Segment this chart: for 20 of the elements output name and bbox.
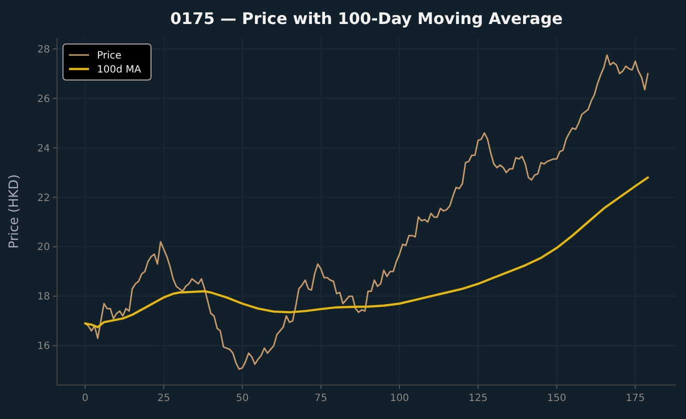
legend-label: Price [97, 50, 122, 62]
y-tick-label: 26 [37, 94, 50, 105]
x-tick-label: 150 [547, 393, 566, 404]
legend-label: 100d MA [97, 64, 142, 76]
x-tick-label: 25 [157, 393, 170, 404]
chart-title: 0175 — Price with 100-Day Moving Average [170, 9, 563, 28]
x-tick-label: 50 [236, 393, 249, 404]
line-series [84, 176, 649, 328]
y-tick-label: 24 [37, 143, 50, 154]
x-tick-label: 0 [82, 393, 88, 404]
y-tick-label: 16 [37, 341, 50, 352]
y-tick-label: 22 [37, 192, 50, 204]
x-tick-label: 75 [314, 393, 328, 404]
x-tick-label: 175 [626, 393, 645, 404]
y-tick-label: 20 [37, 242, 50, 254]
y-axis-title: Price (HKD) [7, 174, 22, 249]
y-tick-label: 18 [37, 292, 50, 303]
x-tick-label: 125 [468, 393, 488, 404]
y-tick-label: 28 [37, 44, 50, 56]
x-tick-label: 100 [390, 393, 410, 404]
